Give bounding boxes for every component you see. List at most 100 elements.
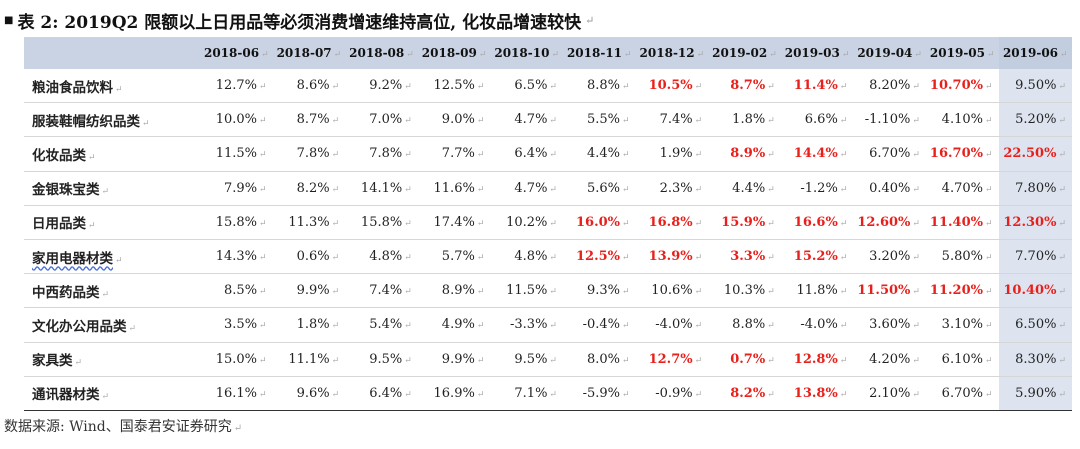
cell-value: 9.2% bbox=[369, 78, 403, 94]
table-cell: 7.70% ↵ bbox=[998, 239, 1072, 275]
table-cell: 11.4% ↵ bbox=[780, 69, 854, 104]
table-cell: -1.2% ↵ bbox=[780, 171, 854, 206]
cell-value: 7.8% bbox=[296, 146, 330, 162]
cell-value: 10.6% bbox=[651, 283, 693, 299]
paragraph-mark-icon: ↵ bbox=[331, 253, 340, 264]
paragraph-mark-icon: ↵ bbox=[1058, 355, 1066, 366]
table-cell: 7.8% ↵ bbox=[345, 136, 418, 172]
paragraph-mark-icon: ↵ bbox=[549, 184, 557, 195]
paragraph-mark-icon: ↵ bbox=[839, 150, 848, 161]
table-cell: 10.70% ↵ bbox=[925, 69, 999, 104]
cell-value: 5.5% bbox=[586, 112, 621, 128]
cell-value: -1.2% bbox=[800, 180, 838, 196]
paragraph-mark-icon: ↵ bbox=[101, 289, 110, 300]
cell-value: 5.4% bbox=[369, 317, 403, 333]
highlighted-value: 13.9% bbox=[648, 249, 693, 265]
paragraph-mark-icon: ↵ bbox=[912, 355, 920, 366]
row-label: 服装鞋帽纺织品类 bbox=[32, 113, 140, 130]
cell-value: 9.50% bbox=[1015, 78, 1057, 94]
table-cell: 7.80% ↵ bbox=[998, 171, 1072, 206]
highlighted-value: 8.2% bbox=[730, 385, 766, 401]
table-cell: 4.10% ↵ bbox=[925, 102, 999, 138]
row-label-cell: 通讯器材类 ↵ bbox=[24, 376, 200, 411]
table-cell: 10.40% ↵ bbox=[998, 273, 1072, 309]
paragraph-mark-icon: ↵ bbox=[912, 150, 920, 161]
table-cell: 16.9% ↵ bbox=[417, 376, 491, 411]
table-cell: 10.5% ↵ bbox=[635, 69, 709, 104]
table-cell: 6.6% ↵ bbox=[780, 102, 854, 138]
table-cell: 11.8% ↵ bbox=[780, 273, 854, 309]
paragraph-mark-icon: ↵ bbox=[406, 50, 414, 60]
table-cell: 10.0% ↵ bbox=[200, 102, 273, 138]
row-label-cell: 家用电器材类 ↵ bbox=[24, 239, 200, 275]
table-cell: 7.1% ↵ bbox=[490, 376, 563, 411]
paragraph-mark-icon: ↵ bbox=[1058, 82, 1066, 93]
table-cell: 5.5% ↵ bbox=[562, 102, 636, 138]
table-cell: 5.20% ↵ bbox=[998, 102, 1072, 138]
paragraph-mark-icon: ↵ bbox=[694, 253, 703, 264]
cell-value: 4.8% bbox=[514, 249, 548, 265]
table-cell: 4.70% ↵ bbox=[925, 171, 999, 206]
paragraph-mark-icon: ↵ bbox=[767, 287, 775, 298]
table-cell: 7.4% ↵ bbox=[345, 273, 418, 309]
highlighted-value: 15.2% bbox=[793, 249, 838, 265]
cell-value: -0.9% bbox=[655, 385, 693, 401]
column-header: 2018-10 ↵ bbox=[490, 37, 563, 69]
paragraph-mark-icon: ↵ bbox=[585, 13, 595, 27]
paragraph-mark-icon: ↵ bbox=[694, 287, 703, 298]
table-cell: 14.1% ↵ bbox=[345, 171, 418, 206]
row-label-cell: 化妆品类 ↵ bbox=[24, 136, 200, 172]
cell-value: 3.5% bbox=[224, 317, 258, 333]
cell-value: 8.8% bbox=[732, 317, 766, 333]
highlighted-value: 10.70% bbox=[929, 78, 983, 94]
paragraph-mark-icon: ↵ bbox=[404, 253, 412, 264]
cell-value: 7.80% bbox=[1015, 180, 1057, 196]
table-cell: 0.40% ↵ bbox=[853, 171, 926, 206]
cell-value: 12.7% bbox=[215, 78, 258, 94]
table-cell: 15.2% ↵ bbox=[780, 239, 854, 275]
paragraph-mark-icon: ↵ bbox=[88, 221, 96, 232]
cell-value: 2.3% bbox=[659, 180, 693, 196]
cell-value: 9.0% bbox=[441, 112, 475, 128]
paragraph-mark-icon: ↵ bbox=[233, 423, 243, 434]
table-cell: 10.2% ↵ bbox=[490, 205, 563, 240]
paragraph-mark-icon: ↵ bbox=[331, 321, 340, 332]
column-header: 2019-02 ↵ bbox=[708, 37, 781, 69]
row-label: 粮油食品饮料 bbox=[32, 79, 113, 96]
paragraph-mark-icon: ↵ bbox=[841, 50, 850, 60]
table-cell: 14.3% ↵ bbox=[200, 239, 273, 275]
paragraph-mark-icon: ↵ bbox=[1058, 150, 1066, 161]
bullet-square-icon: ■ bbox=[4, 14, 14, 26]
paragraph-mark-icon: ↵ bbox=[1058, 184, 1066, 195]
row-label: 化妆品类 bbox=[32, 147, 86, 164]
paragraph-mark-icon: ↵ bbox=[912, 287, 920, 298]
cell-value: 4.4% bbox=[732, 180, 766, 196]
table-cell: -4.0% ↵ bbox=[635, 307, 709, 343]
paragraph-mark-icon: ↵ bbox=[404, 355, 412, 366]
cell-value: 4.9% bbox=[441, 317, 475, 333]
paragraph-mark-icon: ↵ bbox=[622, 116, 630, 127]
table-cell: 8.7% ↵ bbox=[708, 69, 781, 104]
table-cell: 4.20% ↵ bbox=[853, 342, 926, 377]
highlighted-value: 16.8% bbox=[648, 214, 693, 230]
table-cell: 8.9% ↵ bbox=[708, 136, 781, 172]
paragraph-mark-icon: ↵ bbox=[984, 321, 993, 332]
cell-value: 8.30% bbox=[1015, 351, 1057, 367]
cell-value: 7.1% bbox=[514, 385, 548, 401]
table-cell: 8.9% ↵ bbox=[417, 273, 491, 309]
paragraph-mark-icon: ↵ bbox=[259, 355, 267, 366]
paragraph-mark-icon: ↵ bbox=[1058, 389, 1066, 400]
paragraph-mark-icon: ↵ bbox=[549, 389, 557, 400]
table-cell: 4.8% ↵ bbox=[490, 239, 563, 275]
highlighted-value: 14.4% bbox=[793, 146, 838, 162]
table-cell: 1.8% ↵ bbox=[272, 307, 346, 343]
table-cell: -5.9% ↵ bbox=[562, 376, 636, 411]
table-row: 中西药品类 ↵ 8.5% ↵ 9.9% ↵ 7.4% ↵ 8.9% ↵ 11.5% ↵ 9.3% ↵ 10.… bbox=[24, 273, 1072, 309]
table-cell: 8.20% ↵ bbox=[853, 69, 926, 104]
cell-value: 4.70% bbox=[941, 180, 983, 196]
table-cell: 15.8% ↵ bbox=[345, 205, 418, 240]
cell-value: 7.70% bbox=[1015, 249, 1057, 265]
table-row: 家用电器材类 ↵ 14.3% ↵ 0.6% ↵ 4.8% ↵ 5.7% ↵ 4.8% ↵ 12.5% ↵ 1… bbox=[24, 239, 1072, 275]
paragraph-mark-icon: ↵ bbox=[914, 50, 922, 60]
paragraph-mark-icon: ↵ bbox=[1058, 321, 1066, 332]
